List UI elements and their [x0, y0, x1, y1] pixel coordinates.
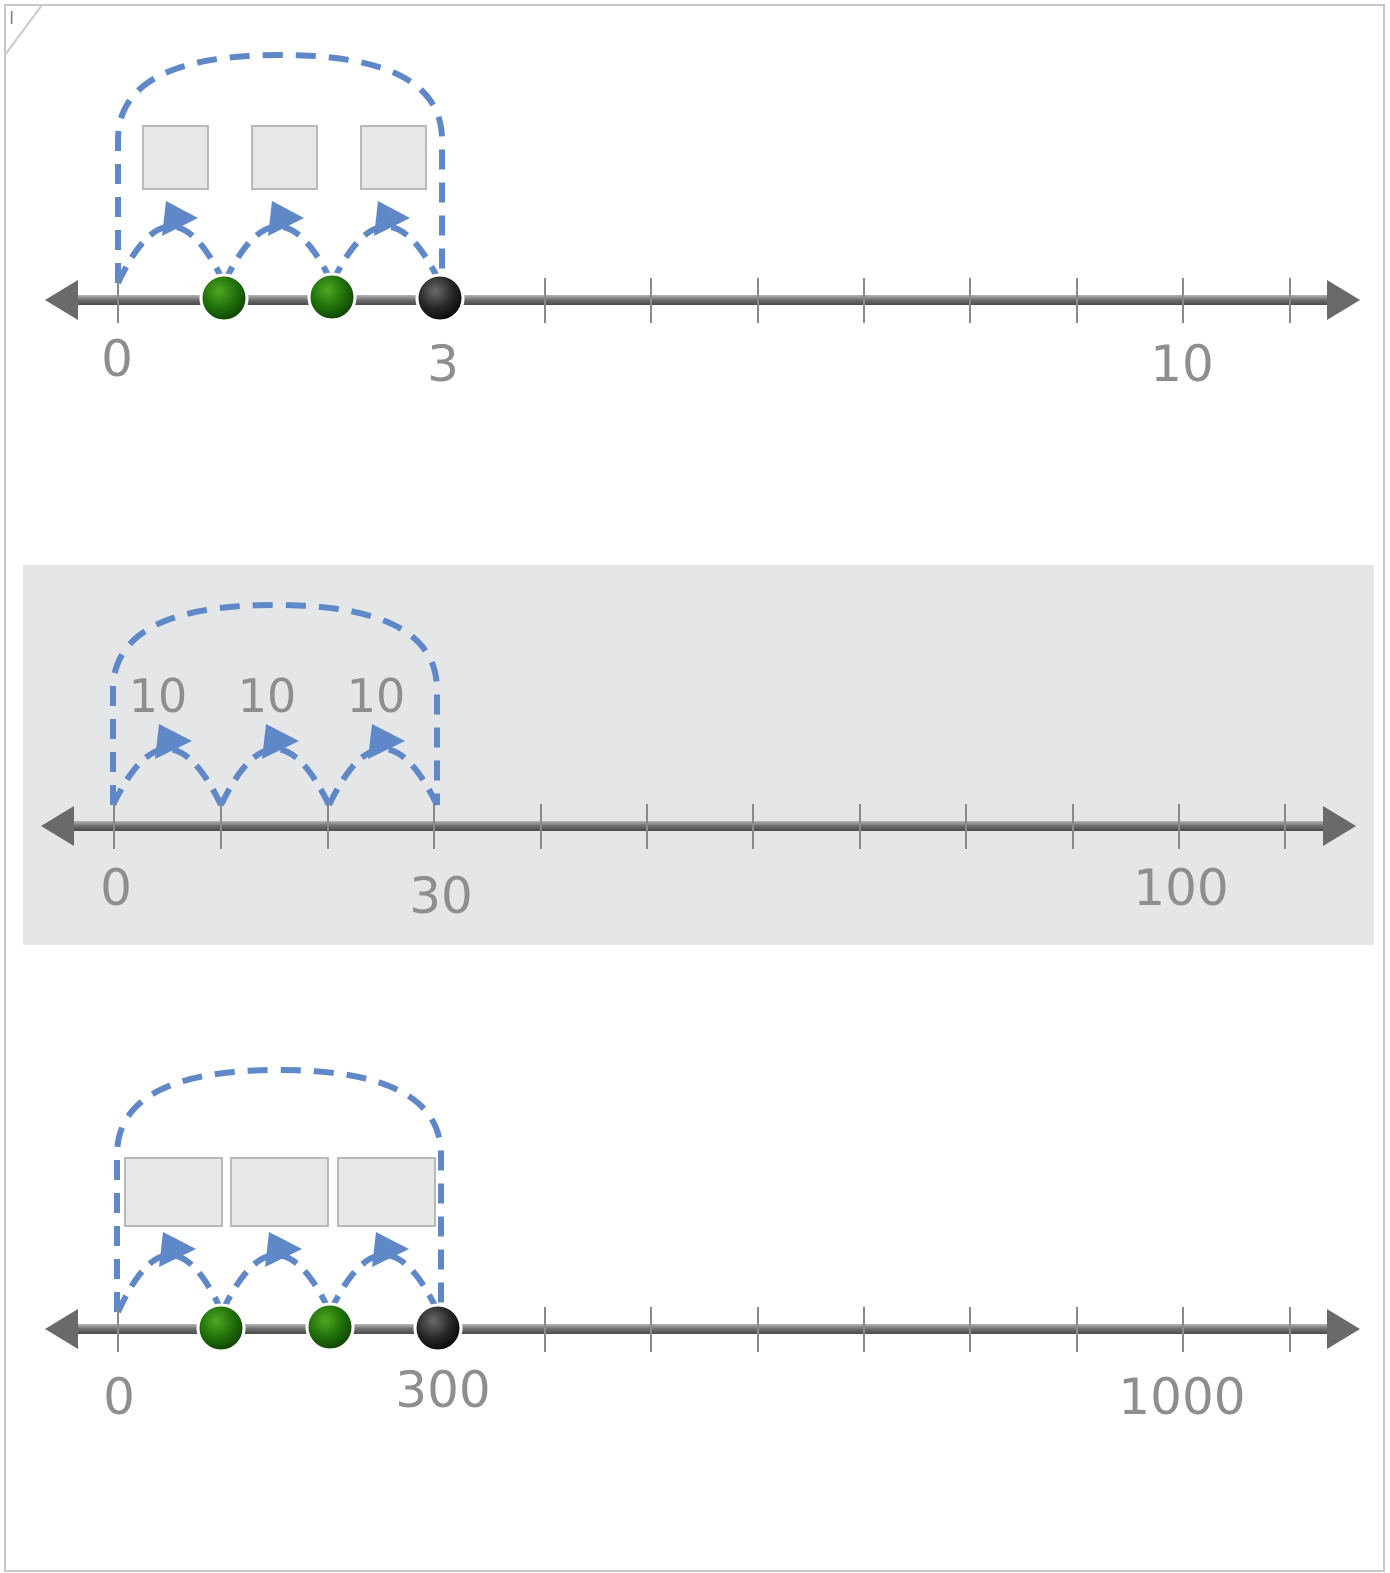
jump-arrowhead: [372, 1232, 409, 1267]
jump-label: 10: [129, 669, 188, 723]
highlight-band: [23, 565, 1374, 945]
start-label: 0: [100, 859, 132, 917]
jump-label: 10: [347, 669, 406, 723]
corner-fold: [4, 4, 44, 59]
end-label: 1000: [1118, 1368, 1245, 1426]
grouping-arc: [110, 601, 440, 805]
mid-label: 30: [409, 867, 473, 925]
answer-box[interactable]: [230, 1157, 329, 1227]
mid-label: 3: [427, 335, 459, 393]
start-label: 0: [103, 1368, 135, 1426]
jump-arrowhead: [262, 724, 299, 759]
right-arrow: [1327, 280, 1360, 320]
jump-arrowhead: [265, 1232, 302, 1267]
left-arrow: [45, 1309, 78, 1349]
mid-label: 300: [395, 1361, 490, 1419]
number-line-axis: [41, 804, 1356, 849]
answer-box[interactable]: [337, 1157, 436, 1227]
number-line-tens: 10 10 10: [41, 601, 1356, 925]
start-label: 0: [101, 330, 133, 388]
left-arrow: [41, 806, 74, 846]
green-dot[interactable]: [307, 272, 357, 322]
green-dot[interactable]: [196, 1303, 246, 1353]
jump-arc: [115, 1252, 225, 1314]
answer-box[interactable]: [360, 125, 427, 190]
number-line-axis: [45, 278, 1360, 323]
number-line-hundreds: 0 300 1000: [45, 1066, 1360, 1426]
grouping-arc: [114, 1066, 444, 1312]
jump-arrowhead: [368, 724, 405, 759]
answer-box[interactable]: [124, 1157, 223, 1227]
end-label: 100: [1133, 859, 1228, 917]
jump-arrowhead: [268, 201, 304, 236]
black-dot[interactable]: [413, 1303, 463, 1353]
jump-arrowhead: [374, 201, 410, 236]
number-line-ones: 0 3 10: [45, 51, 1360, 393]
black-dot[interactable]: [415, 273, 465, 323]
green-dot[interactable]: [199, 273, 249, 323]
jump-arrowhead: [155, 724, 192, 759]
jump-label: 10: [238, 669, 297, 723]
right-arrow: [1327, 1309, 1360, 1349]
jump-arrowhead: [159, 1232, 196, 1267]
answer-box[interactable]: [251, 125, 318, 190]
end-label: 10: [1150, 335, 1214, 393]
right-arrow: [1323, 806, 1356, 846]
answer-box[interactable]: [142, 125, 209, 190]
number-line-axis: [45, 1307, 1360, 1352]
grouping-arc: [115, 51, 445, 283]
left-arrow: [45, 280, 78, 320]
jump-arrowhead: [162, 201, 198, 236]
corner-mark: I: [9, 8, 14, 29]
green-dot[interactable]: [305, 1302, 355, 1352]
